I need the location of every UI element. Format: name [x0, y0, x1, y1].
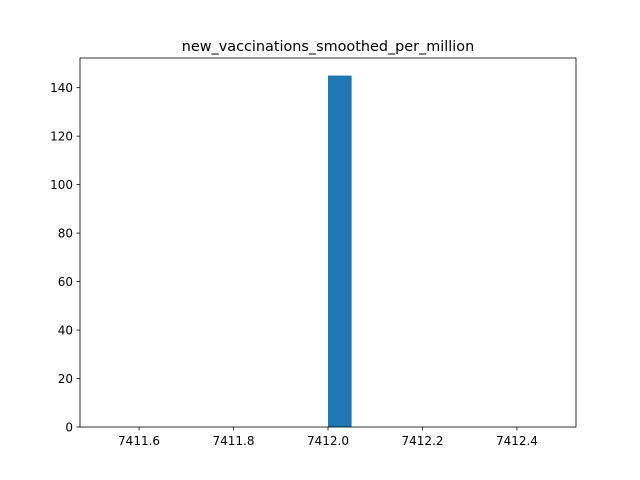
y-tick-label: 140 — [50, 81, 73, 95]
x-tick-label: 7412.0 — [307, 434, 349, 448]
x-tick-label: 7412.2 — [401, 434, 443, 448]
y-tick-label: 20 — [58, 372, 73, 386]
x-axis-ticks: 7411.6 7411.8 7412.0 7412.2 7412.4 — [118, 427, 538, 448]
bars-layer — [328, 75, 352, 428]
y-tick-label: 60 — [58, 275, 73, 289]
y-tick-label: 100 — [50, 178, 73, 192]
y-axis-ticks: 0 20 40 60 80 100 120 140 — [50, 81, 80, 435]
x-tick-label: 7412.4 — [496, 434, 538, 448]
y-tick-label: 40 — [58, 324, 73, 338]
y-tick-label: 80 — [58, 227, 73, 241]
x-tick-label: 7411.6 — [118, 434, 160, 448]
histogram-bar — [328, 75, 352, 428]
x-tick-label: 7411.8 — [213, 434, 255, 448]
chart-title: new_vaccinations_smoothed_per_million — [182, 39, 474, 55]
plot-area-frame — [79, 57, 577, 428]
y-tick-label: 0 — [65, 421, 73, 435]
y-tick-label: 120 — [50, 130, 73, 144]
